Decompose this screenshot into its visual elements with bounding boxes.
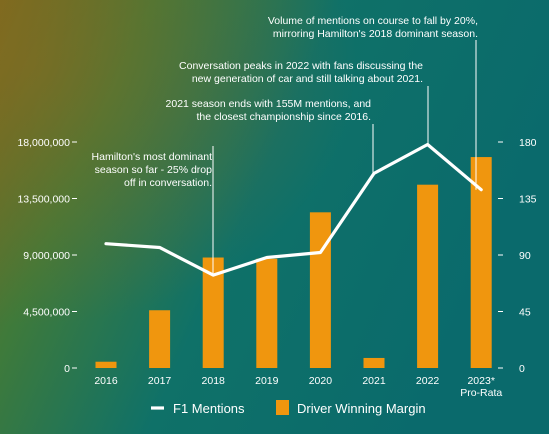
annotation-text: off in conversation. bbox=[124, 177, 212, 189]
x-tick-label: 2020 bbox=[309, 375, 333, 387]
bar-driver-winning-margin bbox=[256, 258, 278, 368]
x-tick-label: 2021 bbox=[362, 375, 386, 387]
x-tick-label: 2016 bbox=[94, 375, 118, 387]
y-left-tick-label: 13,500,000 bbox=[17, 194, 70, 206]
annotation-text: Volume of mentions on course to fall by … bbox=[268, 15, 478, 27]
annotation-text: Hamilton's most dominant bbox=[92, 151, 213, 163]
annotation-text: the closest championship since 2016. bbox=[196, 111, 371, 123]
x-tick-label: 2019 bbox=[255, 375, 279, 387]
legend-swatch-driver-winning-margin bbox=[276, 400, 289, 415]
annotation-text: Conversation peaks in 2022 with fans dis… bbox=[179, 60, 423, 72]
y-right-tick-label: 135 bbox=[519, 194, 537, 206]
annotation-text: new generation of car and still talking … bbox=[192, 73, 423, 85]
bar-driver-winning-margin bbox=[363, 357, 385, 368]
legend-label-driver-winning-margin: Driver Winning Margin bbox=[297, 401, 426, 416]
bar-driver-winning-margin bbox=[470, 157, 492, 368]
x-tick-label: Pro-Rata bbox=[460, 387, 502, 399]
x-tick-label: 2017 bbox=[148, 375, 172, 387]
annotation-text: season so far - 25% drop bbox=[95, 164, 212, 176]
y-right-tick-label: 0 bbox=[519, 363, 525, 375]
annotation-text: 2021 season ends with 155M mentions, and bbox=[166, 98, 372, 110]
annotation-text: mirroring Hamilton's 2018 dominant seaso… bbox=[273, 28, 478, 40]
y-right-tick-label: 90 bbox=[519, 250, 531, 262]
y-left-tick-label: 0 bbox=[64, 363, 70, 375]
y-right-tick-label: 180 bbox=[519, 137, 537, 149]
y-left-tick-label: 18,000,000 bbox=[17, 137, 70, 149]
legend-label-f1-mentions: F1 Mentions bbox=[173, 401, 245, 416]
bar-driver-winning-margin bbox=[95, 361, 117, 368]
y-left-tick-label: 9,000,000 bbox=[23, 250, 70, 262]
bar-driver-winning-margin bbox=[309, 212, 331, 368]
y-right-tick-label: 45 bbox=[519, 307, 531, 319]
x-tick-label: 2023* bbox=[467, 375, 494, 387]
bar-driver-winning-margin bbox=[417, 184, 439, 368]
line-f1-mentions bbox=[104, 142, 483, 277]
y-left-tick-label: 4,500,000 bbox=[23, 307, 70, 319]
x-tick-label: 2022 bbox=[416, 375, 440, 387]
bar-driver-winning-margin bbox=[202, 257, 224, 368]
bar-driver-winning-margin bbox=[149, 310, 171, 368]
x-tick-label: 2018 bbox=[202, 375, 226, 387]
